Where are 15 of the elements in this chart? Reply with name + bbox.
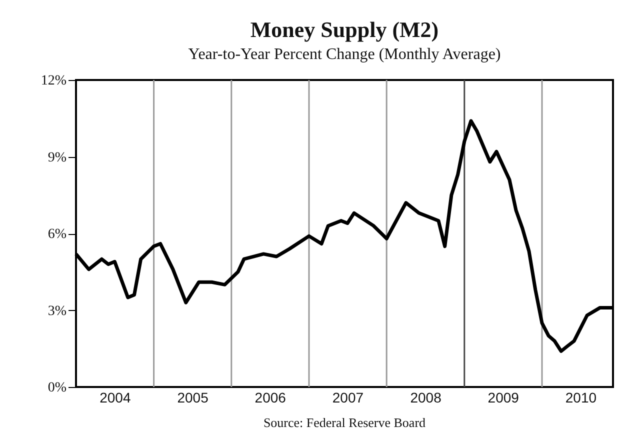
x-tick-label: 2004 [100,390,131,406]
x-tick-label: 2007 [332,390,364,406]
chart-subtitle: Year-to-Year Percent Change (Monthly Average) [188,46,501,63]
x-tick-label: 2005 [177,390,209,406]
y-tick-label: 12% [40,74,67,88]
x-tick-label: 2010 [565,390,597,406]
chart-title: Money Supply (M2) [250,17,439,42]
y-tick-label: 3% [48,304,67,319]
x-tick-label: 2006 [254,390,286,406]
y-tick-label: 9% [48,150,67,166]
x-tick-label: 2008 [410,390,442,406]
y-tick-label: 6% [48,227,67,242]
x-tick-label: 2009 [488,390,520,406]
y-tick-label: 0% [48,380,67,396]
source-note: Source: Federal Reserve Board [263,415,426,430]
